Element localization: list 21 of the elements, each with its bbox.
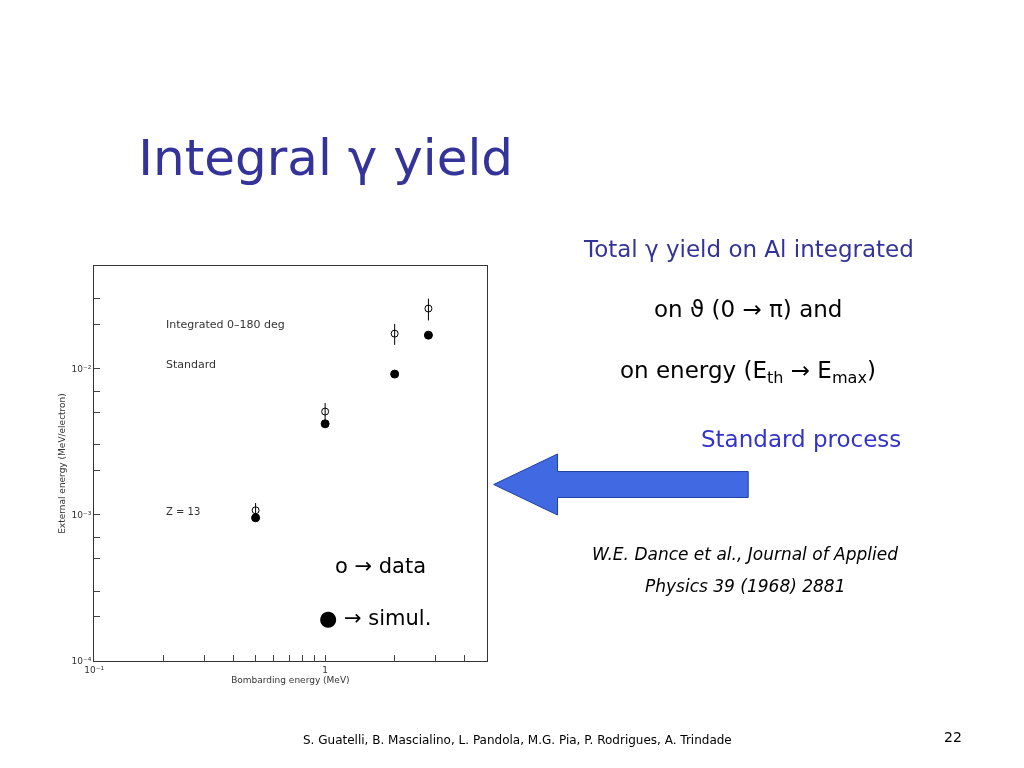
x-axis-title: Bombarding energy (MeV) [231,674,350,685]
annotation: Z = 13 [166,506,201,517]
x-tick-label: 10⁻¹ [84,664,105,675]
y-axis-title: External energy (MeV/electron) [56,393,67,534]
chart-title: Integral γ yield [138,128,514,187]
y-tick-label: 10⁻⁴ [71,655,92,666]
annotation: o → data [335,554,427,578]
y-tick-label: 10⁻² [71,363,92,374]
annotation: Integrated 0–180 deg [166,318,285,331]
text: Physics 39 (1968) 2881 [645,576,846,596]
text: 22 [944,729,962,745]
text: Standard process [701,426,902,452]
y-tick-label: 10⁻³ [71,509,92,520]
annotation: ● → simul. [319,606,432,630]
text: Total γ yield on Al integrated [583,236,914,262]
text: on ϑ (0 → π) and [654,296,843,322]
text: on energy (E$_{th}$ → E$_{max}$) [620,357,876,387]
text: S. Guatelli, B. Mascialino, L. Pandola, M.G. Pia, P. Rodrigues, A. Trindade [303,733,732,747]
x-tick-label: 1 [322,664,328,675]
annotation: Standard [166,358,217,371]
text: W.E. Dance et al., Journal of Applied [592,544,899,564]
